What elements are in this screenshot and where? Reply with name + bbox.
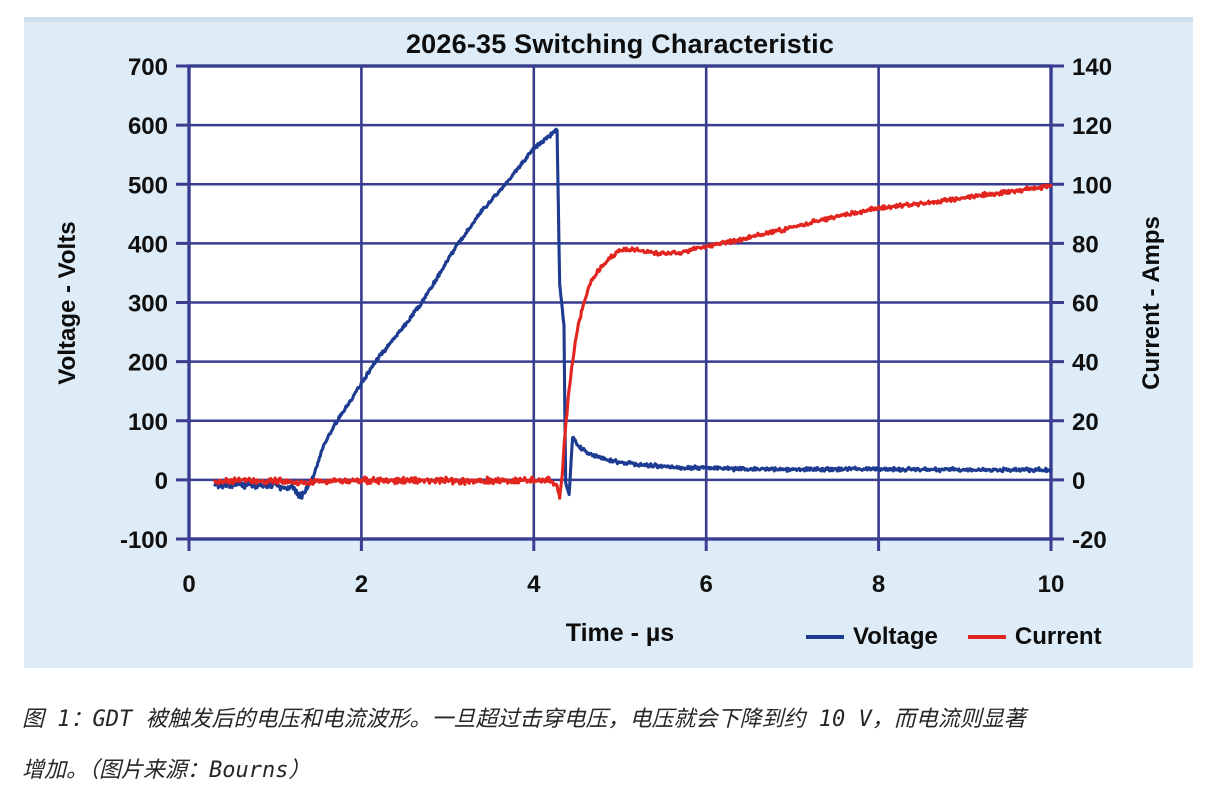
caption-line-1: 图 1：GDT 被触发后的电压和电流波形。一旦超过击穿电压，电压就会下降到约 1…	[22, 707, 1026, 732]
right-tick-label: 20	[1072, 409, 1099, 436]
x-tick-label: 8	[872, 571, 885, 598]
right-tick-label: 60	[1072, 291, 1099, 318]
right-tick-label: 80	[1072, 231, 1099, 258]
right-tick-label: 0	[1072, 468, 1085, 495]
voltage-legend-label: Voltage	[853, 623, 938, 650]
x-tick-label: 10	[1038, 571, 1065, 598]
plot-border	[187, 64, 1053, 541]
x-tick-label: 2	[355, 571, 368, 598]
left-tick-label: 200	[128, 350, 168, 377]
x-tick-label: 4	[527, 571, 541, 598]
figure-panel: 2026-35 Switching Characteristic -100 0 10…	[24, 17, 1193, 668]
y-axis-label-left: Voltage - Volts	[54, 221, 81, 385]
left-tick-label: 500	[128, 172, 168, 199]
left-tick-label: 0	[155, 468, 168, 495]
caption-line-2: 增加。（图片来源：Bourns）	[22, 758, 311, 783]
left-tick-label: 600	[128, 113, 168, 140]
right-tick-label: 100	[1072, 172, 1112, 199]
switching-characteristic-chart: -1000100200300400500600700-2002040608010…	[120, 54, 1112, 598]
left-tick-label: 100	[128, 409, 168, 436]
right-tick-label: 140	[1072, 54, 1112, 81]
right-tick-label: 120	[1072, 113, 1112, 140]
voltage-line-swatch	[806, 635, 844, 639]
legend-item-voltage: Voltage	[806, 623, 938, 651]
chart-legend: Voltage Current	[806, 623, 1102, 651]
y-axis-label-right: Current - Amps	[1138, 216, 1165, 390]
current-trace	[213, 183, 1053, 500]
left-tick-label: -100	[120, 527, 168, 554]
legend-item-current: Current	[967, 623, 1102, 651]
voltage-trace	[213, 127, 1053, 500]
x-axis-label: Time - µs	[565, 619, 675, 647]
current-line-swatch	[967, 635, 1006, 639]
chart-title: 2026-35 Switching Characteristic	[405, 29, 835, 59]
left-tick-label: 700	[128, 54, 168, 81]
x-tick-label: 0	[182, 571, 195, 598]
figure-caption: 图 1：GDT 被触发后的电压和电流波形。一旦超过击穿电压，电压就会下降到约 1…	[22, 694, 1197, 796]
right-tick-label: -20	[1072, 527, 1107, 554]
left-tick-label: 300	[128, 291, 168, 318]
right-tick-label: 40	[1072, 350, 1099, 377]
current-legend-label: Current	[1014, 623, 1102, 650]
left-tick-label: 400	[128, 231, 168, 258]
x-tick-label: 6	[700, 571, 713, 598]
